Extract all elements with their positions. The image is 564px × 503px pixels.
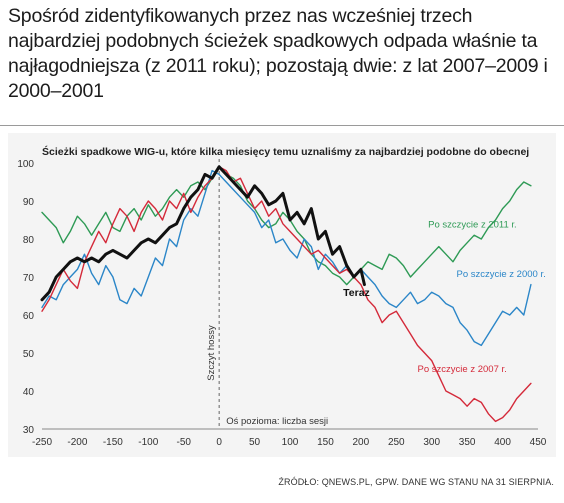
x-tick-label: -200 — [67, 437, 87, 448]
x-tick-label: 300 — [423, 437, 440, 448]
x-tick-label: 200 — [353, 437, 370, 448]
series-annotation: Teraz — [343, 287, 370, 299]
x-tick-label: 100 — [282, 437, 299, 448]
x-tick-label: -150 — [103, 437, 123, 448]
series-annotation: Po szczycie z 2011 r. — [428, 220, 517, 231]
series-line-red — [41, 166, 532, 423]
chart-annotations: Po szczycie z 2011 r. Po szczycie z 2000 … — [343, 220, 546, 375]
x-tick-label: 450 — [530, 437, 547, 448]
y-tick-label: 80 — [23, 235, 35, 246]
y-tick-label: 30 — [23, 425, 35, 436]
series-annotation: Po szczycie z 2007 r. — [418, 364, 507, 375]
y-tick-label: 100 — [17, 159, 34, 170]
x-tick-label: 50 — [249, 437, 261, 448]
x-tick-label: -250 — [32, 437, 52, 448]
source-note: ŹRÓDŁO: QNEWS.PL, GPW. DANE WG STANU NA … — [278, 477, 554, 487]
series-annotation: Po szczycie z 2000 r. — [457, 269, 546, 280]
wig-decline-paths-chart: Ścieżki spadkowe WIG-u, które kilka mies… — [17, 145, 547, 448]
x-tick-label: 250 — [388, 437, 405, 448]
x-tick-label: 350 — [459, 437, 476, 448]
y-tick-label: 60 — [23, 311, 35, 322]
peak-marker-label: Szczyt hossy — [206, 325, 217, 381]
chart-panel: Ścieżki spadkowe WIG-u, które kilka mies… — [8, 133, 556, 457]
x-tick-label: 150 — [317, 437, 334, 448]
chart-title: Ścieżki spadkowe WIG-u, które kilka mies… — [42, 145, 529, 158]
headline: Spośród zidentyfikowanych przez nas wcze… — [8, 5, 548, 102]
y-tick-label: 90 — [23, 197, 35, 208]
x-axis-label: Oś pozioma: liczba sesji — [226, 416, 328, 427]
x-tick-label: -100 — [138, 437, 158, 448]
series-line-blue — [41, 169, 532, 347]
series-line-green — [41, 166, 532, 286]
x-tick-label: -50 — [176, 437, 191, 448]
x-tick-label: 400 — [494, 437, 511, 448]
y-tick-label: 40 — [23, 387, 35, 398]
x-tick-label: 0 — [216, 437, 222, 448]
divider — [0, 125, 564, 126]
chart-series — [40, 165, 532, 423]
y-tick-label: 70 — [23, 273, 35, 284]
chart-axes: 30 40 50 60 70 80 90 100 -250 -200 -150 -100 -50 0 50 1… — [17, 159, 547, 448]
series-line-black — [40, 165, 366, 302]
y-tick-label: 50 — [23, 349, 35, 360]
